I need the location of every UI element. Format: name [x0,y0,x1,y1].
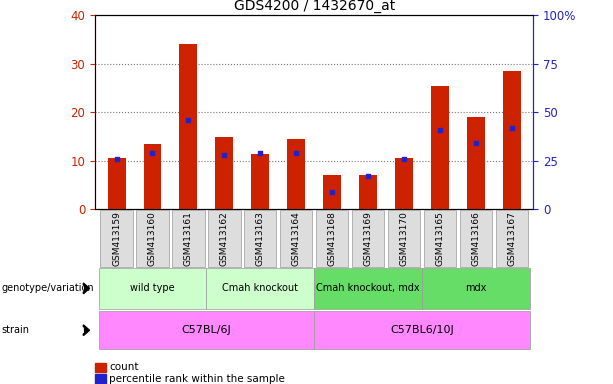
FancyBboxPatch shape [314,311,530,349]
Point [183,117,193,123]
Bar [143,144,161,209]
Point [291,150,301,156]
Text: count: count [109,362,139,372]
FancyBboxPatch shape [495,210,528,267]
Text: GSM413164: GSM413164 [292,211,301,266]
Point [219,152,229,158]
FancyBboxPatch shape [422,268,530,309]
Text: GSM413165: GSM413165 [435,211,444,266]
Bar [323,175,341,209]
Point [507,125,517,131]
Text: GSM413170: GSM413170 [400,211,408,266]
Bar [431,86,449,209]
Point [112,156,121,162]
FancyBboxPatch shape [314,268,422,309]
FancyBboxPatch shape [316,210,348,267]
Bar [108,158,126,209]
FancyBboxPatch shape [280,210,313,267]
Bar [467,117,485,209]
Text: mdx: mdx [465,283,487,293]
Text: GSM413163: GSM413163 [256,211,265,266]
Title: GDS4200 / 1432670_at: GDS4200 / 1432670_at [234,0,395,13]
Point [363,173,373,179]
Text: percentile rank within the sample: percentile rank within the sample [109,374,285,384]
FancyBboxPatch shape [207,268,314,309]
Text: GSM413160: GSM413160 [148,211,157,266]
Bar [359,175,377,209]
Bar [180,45,197,209]
Bar [395,158,413,209]
FancyBboxPatch shape [460,210,492,267]
Point [471,140,481,146]
Text: genotype/variation: genotype/variation [1,283,94,293]
Bar [215,137,234,209]
Text: Cmah knockout: Cmah knockout [223,283,299,293]
Text: C57BL6/10J: C57BL6/10J [390,325,454,335]
Bar [503,71,520,209]
Point [435,127,445,133]
FancyBboxPatch shape [99,268,207,309]
Text: GSM413159: GSM413159 [112,211,121,266]
Point [148,150,158,156]
Text: Cmah knockout, mdx: Cmah knockout, mdx [316,283,420,293]
Bar [287,139,305,209]
Text: GSM413162: GSM413162 [220,211,229,266]
FancyBboxPatch shape [136,210,169,267]
Text: strain: strain [1,325,29,335]
Point [327,189,337,195]
FancyBboxPatch shape [352,210,384,267]
Text: C57BL/6J: C57BL/6J [181,325,231,335]
FancyBboxPatch shape [424,210,456,267]
Text: GSM413169: GSM413169 [364,211,373,266]
FancyBboxPatch shape [208,210,240,267]
Point [256,150,265,156]
FancyBboxPatch shape [244,210,276,267]
Point [399,156,409,162]
Text: GSM413168: GSM413168 [327,211,337,266]
Text: wild type: wild type [130,283,175,293]
Text: GSM413167: GSM413167 [507,211,516,266]
FancyBboxPatch shape [101,210,133,267]
FancyBboxPatch shape [172,210,205,267]
Text: GSM413166: GSM413166 [471,211,481,266]
FancyBboxPatch shape [388,210,420,267]
Bar [251,154,269,209]
FancyBboxPatch shape [99,311,314,349]
Text: GSM413161: GSM413161 [184,211,193,266]
